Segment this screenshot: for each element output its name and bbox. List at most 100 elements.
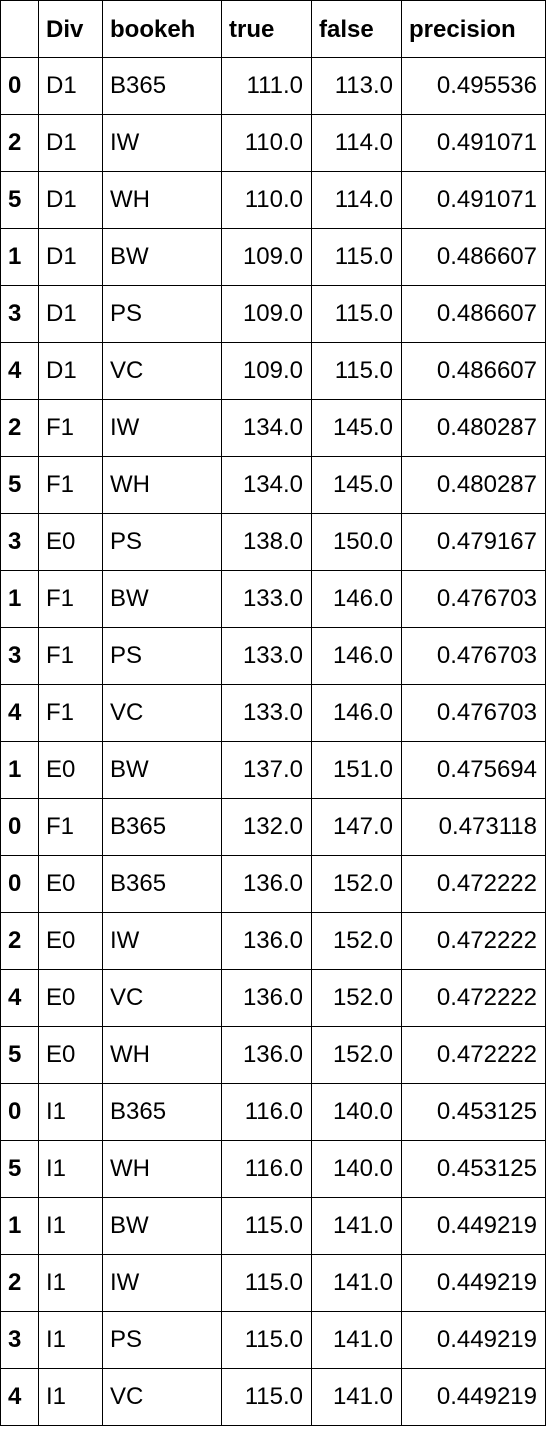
cell-div: D1 xyxy=(38,114,103,172)
table-row: 3 E0 PS 138.0 150.0 0.479167 xyxy=(0,513,546,571)
cell-bookeh: PS xyxy=(102,513,222,571)
cell-bookeh: VC xyxy=(102,969,222,1027)
row-index: 3 xyxy=(0,285,39,343)
cell-false: 115.0 xyxy=(311,342,402,400)
row-index: 2 xyxy=(0,912,39,970)
cell-false: 141.0 xyxy=(311,1311,402,1369)
row-index: 0 xyxy=(0,1083,39,1141)
cell-false: 115.0 xyxy=(311,285,402,343)
cell-precision: 0.480287 xyxy=(401,399,546,457)
cell-div: F1 xyxy=(38,456,103,514)
cell-bookeh: B365 xyxy=(102,798,222,856)
cell-true: 116.0 xyxy=(221,1083,312,1141)
table-row: 4 F1 VC 133.0 146.0 0.476703 xyxy=(0,684,546,742)
cell-false: 150.0 xyxy=(311,513,402,571)
cell-false: 145.0 xyxy=(311,399,402,457)
cell-false: 146.0 xyxy=(311,684,402,742)
cell-false: 152.0 xyxy=(311,855,402,913)
cell-precision: 0.476703 xyxy=(401,627,546,685)
row-index: 3 xyxy=(0,1311,39,1369)
header-bookeh: bookeh xyxy=(102,0,222,58)
table-row: 4 D1 VC 109.0 115.0 0.486607 xyxy=(0,342,546,400)
cell-precision: 0.475694 xyxy=(401,741,546,799)
cell-true: 115.0 xyxy=(221,1311,312,1369)
cell-true: 138.0 xyxy=(221,513,312,571)
cell-true: 115.0 xyxy=(221,1254,312,1312)
cell-false: 114.0 xyxy=(311,114,402,172)
cell-true: 109.0 xyxy=(221,228,312,286)
cell-false: 151.0 xyxy=(311,741,402,799)
header-row: Div bookeh true false precision xyxy=(0,0,546,58)
cell-div: D1 xyxy=(38,342,103,400)
cell-precision: 0.453125 xyxy=(401,1140,546,1198)
table-row: 5 I1 WH 116.0 140.0 0.453125 xyxy=(0,1140,546,1198)
cell-bookeh: PS xyxy=(102,1311,222,1369)
cell-bookeh: PS xyxy=(102,627,222,685)
cell-div: E0 xyxy=(38,741,103,799)
cell-div: F1 xyxy=(38,627,103,685)
cell-true: 133.0 xyxy=(221,684,312,742)
table-row: 5 D1 WH 110.0 114.0 0.491071 xyxy=(0,171,546,229)
cell-precision: 0.486607 xyxy=(401,228,546,286)
cell-true: 136.0 xyxy=(221,912,312,970)
table-row: 4 E0 VC 136.0 152.0 0.472222 xyxy=(0,969,546,1027)
cell-false: 113.0 xyxy=(311,57,402,115)
cell-div: F1 xyxy=(38,798,103,856)
table-row: 0 I1 B365 116.0 140.0 0.453125 xyxy=(0,1083,546,1141)
cell-precision: 0.449219 xyxy=(401,1197,546,1255)
header-false: false xyxy=(311,0,402,58)
cell-bookeh: B365 xyxy=(102,855,222,913)
table-row: 3 F1 PS 133.0 146.0 0.476703 xyxy=(0,627,546,685)
cell-true: 133.0 xyxy=(221,570,312,628)
table-row: 4 I1 VC 115.0 141.0 0.449219 xyxy=(0,1368,546,1426)
row-index: 5 xyxy=(0,171,39,229)
row-index: 5 xyxy=(0,1140,39,1198)
table-row: 1 I1 BW 115.0 141.0 0.449219 xyxy=(0,1197,546,1255)
cell-div: I1 xyxy=(38,1083,103,1141)
cell-bookeh: BW xyxy=(102,741,222,799)
cell-false: 140.0 xyxy=(311,1083,402,1141)
cell-bookeh: WH xyxy=(102,171,222,229)
cell-true: 109.0 xyxy=(221,285,312,343)
cell-precision: 0.476703 xyxy=(401,684,546,742)
table-row: 1 F1 BW 133.0 146.0 0.476703 xyxy=(0,570,546,628)
cell-true: 137.0 xyxy=(221,741,312,799)
cell-bookeh: PS xyxy=(102,285,222,343)
table-row: 0 F1 B365 132.0 147.0 0.473118 xyxy=(0,798,546,856)
cell-false: 141.0 xyxy=(311,1254,402,1312)
row-index: 5 xyxy=(0,1026,39,1084)
table-row: 2 I1 IW 115.0 141.0 0.449219 xyxy=(0,1254,546,1312)
cell-div: E0 xyxy=(38,1026,103,1084)
cell-precision: 0.476703 xyxy=(401,570,546,628)
cell-false: 140.0 xyxy=(311,1140,402,1198)
cell-bookeh: IW xyxy=(102,114,222,172)
cell-precision: 0.491071 xyxy=(401,171,546,229)
table-body: 0 D1 B365 111.0 113.0 0.495536 2 D1 IW 110.0 114.0… xyxy=(0,57,546,1426)
cell-div: F1 xyxy=(38,399,103,457)
cell-bookeh: IW xyxy=(102,399,222,457)
cell-true: 110.0 xyxy=(221,114,312,172)
cell-precision: 0.449219 xyxy=(401,1254,546,1312)
header-true: true xyxy=(221,0,312,58)
cell-div: I1 xyxy=(38,1197,103,1255)
row-index: 1 xyxy=(0,1197,39,1255)
cell-true: 115.0 xyxy=(221,1368,312,1426)
cell-precision: 0.495536 xyxy=(401,57,546,115)
cell-precision: 0.486607 xyxy=(401,342,546,400)
cell-div: E0 xyxy=(38,912,103,970)
cell-precision: 0.449219 xyxy=(401,1311,546,1369)
table-row: 2 D1 IW 110.0 114.0 0.491071 xyxy=(0,114,546,172)
table-row: 1 E0 BW 137.0 151.0 0.475694 xyxy=(0,741,546,799)
cell-true: 116.0 xyxy=(221,1140,312,1198)
cell-false: 152.0 xyxy=(311,969,402,1027)
cell-div: D1 xyxy=(38,171,103,229)
cell-false: 145.0 xyxy=(311,456,402,514)
row-index: 2 xyxy=(0,1254,39,1312)
row-index: 1 xyxy=(0,741,39,799)
cell-div: E0 xyxy=(38,855,103,913)
cell-false: 114.0 xyxy=(311,171,402,229)
cell-precision: 0.479167 xyxy=(401,513,546,571)
row-index: 1 xyxy=(0,228,39,286)
cell-precision: 0.453125 xyxy=(401,1083,546,1141)
